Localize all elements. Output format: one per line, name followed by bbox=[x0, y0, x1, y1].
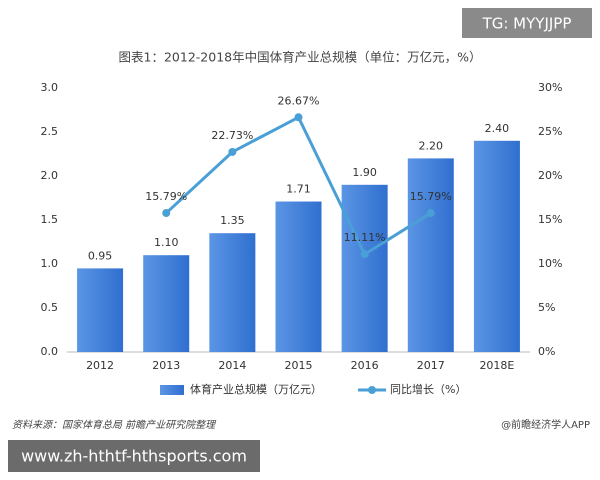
line-point bbox=[360, 250, 369, 259]
url-text: www.zh-hthtf-hthsports.com bbox=[21, 447, 247, 466]
x-tick-label: 2016 bbox=[351, 359, 379, 372]
y-tick-label: 3.0 bbox=[41, 81, 59, 94]
x-tick-label: 2015 bbox=[285, 359, 313, 372]
legend-label: 同比增长（%） bbox=[390, 382, 466, 396]
y-tick-label: 2.0 bbox=[41, 169, 59, 182]
line-label: 15.79% bbox=[145, 190, 187, 203]
line-point bbox=[426, 209, 435, 218]
bar-label: 1.90 bbox=[352, 166, 377, 179]
y2-tick-label: 25% bbox=[538, 125, 562, 138]
credit: @前瞻经济学人APP bbox=[501, 418, 590, 431]
y-tick-label: 0.5 bbox=[41, 301, 59, 314]
line-label: 11.11% bbox=[344, 231, 386, 244]
chart-title: 图表1：2012-2018年中国体育产业总规模（单位：万亿元，%） bbox=[119, 50, 482, 65]
bar bbox=[473, 140, 520, 352]
bar bbox=[407, 158, 454, 352]
y-tick-label: 0.0 bbox=[41, 345, 59, 358]
line-label: 26.67% bbox=[278, 94, 320, 107]
y2-tick-label: 15% bbox=[538, 213, 562, 226]
tag-text: TG: MYYJJPP bbox=[482, 15, 572, 33]
line-label: 15.79% bbox=[410, 190, 452, 203]
y2-tick-label: 0% bbox=[538, 345, 555, 358]
line-label: 22.73% bbox=[211, 129, 253, 142]
y-tick-label: 1.0 bbox=[41, 257, 59, 270]
source-note: 资料来源：国家体育总局 前瞻产业研究院整理 bbox=[12, 419, 217, 431]
x-tick-label: 2012 bbox=[86, 359, 114, 372]
legend-swatch bbox=[160, 385, 184, 395]
x-tick-label: 2017 bbox=[417, 359, 445, 372]
y2-tick-label: 20% bbox=[538, 169, 562, 182]
y-tick-label: 2.5 bbox=[41, 125, 59, 138]
bar-label: 1.10 bbox=[154, 236, 179, 249]
line-point bbox=[228, 147, 237, 156]
legend-swatch bbox=[368, 386, 376, 394]
y-tick-label: 1.5 bbox=[41, 213, 59, 226]
y2-tick-label: 30% bbox=[538, 81, 562, 94]
bar bbox=[143, 255, 190, 352]
legend-label: 体育产业总规模（万亿元） bbox=[190, 382, 322, 396]
bar-label: 2.40 bbox=[485, 122, 510, 135]
bar-label: 1.35 bbox=[220, 214, 245, 227]
bar bbox=[341, 184, 388, 352]
bar bbox=[209, 233, 256, 352]
x-tick-label: 2018E bbox=[479, 359, 514, 372]
line-point bbox=[162, 209, 171, 218]
line-point bbox=[294, 113, 303, 122]
x-tick-label: 2014 bbox=[218, 359, 246, 372]
y2-tick-label: 5% bbox=[538, 301, 555, 314]
bar bbox=[77, 268, 124, 352]
bar-label: 2.20 bbox=[419, 139, 444, 152]
bar-label: 1.71 bbox=[286, 183, 311, 196]
x-tick-label: 2013 bbox=[152, 359, 180, 372]
bar-label: 0.95 bbox=[88, 249, 113, 262]
y2-tick-label: 10% bbox=[538, 257, 562, 270]
url-box bbox=[8, 440, 260, 472]
tag-box bbox=[462, 8, 592, 38]
bar bbox=[275, 201, 322, 352]
